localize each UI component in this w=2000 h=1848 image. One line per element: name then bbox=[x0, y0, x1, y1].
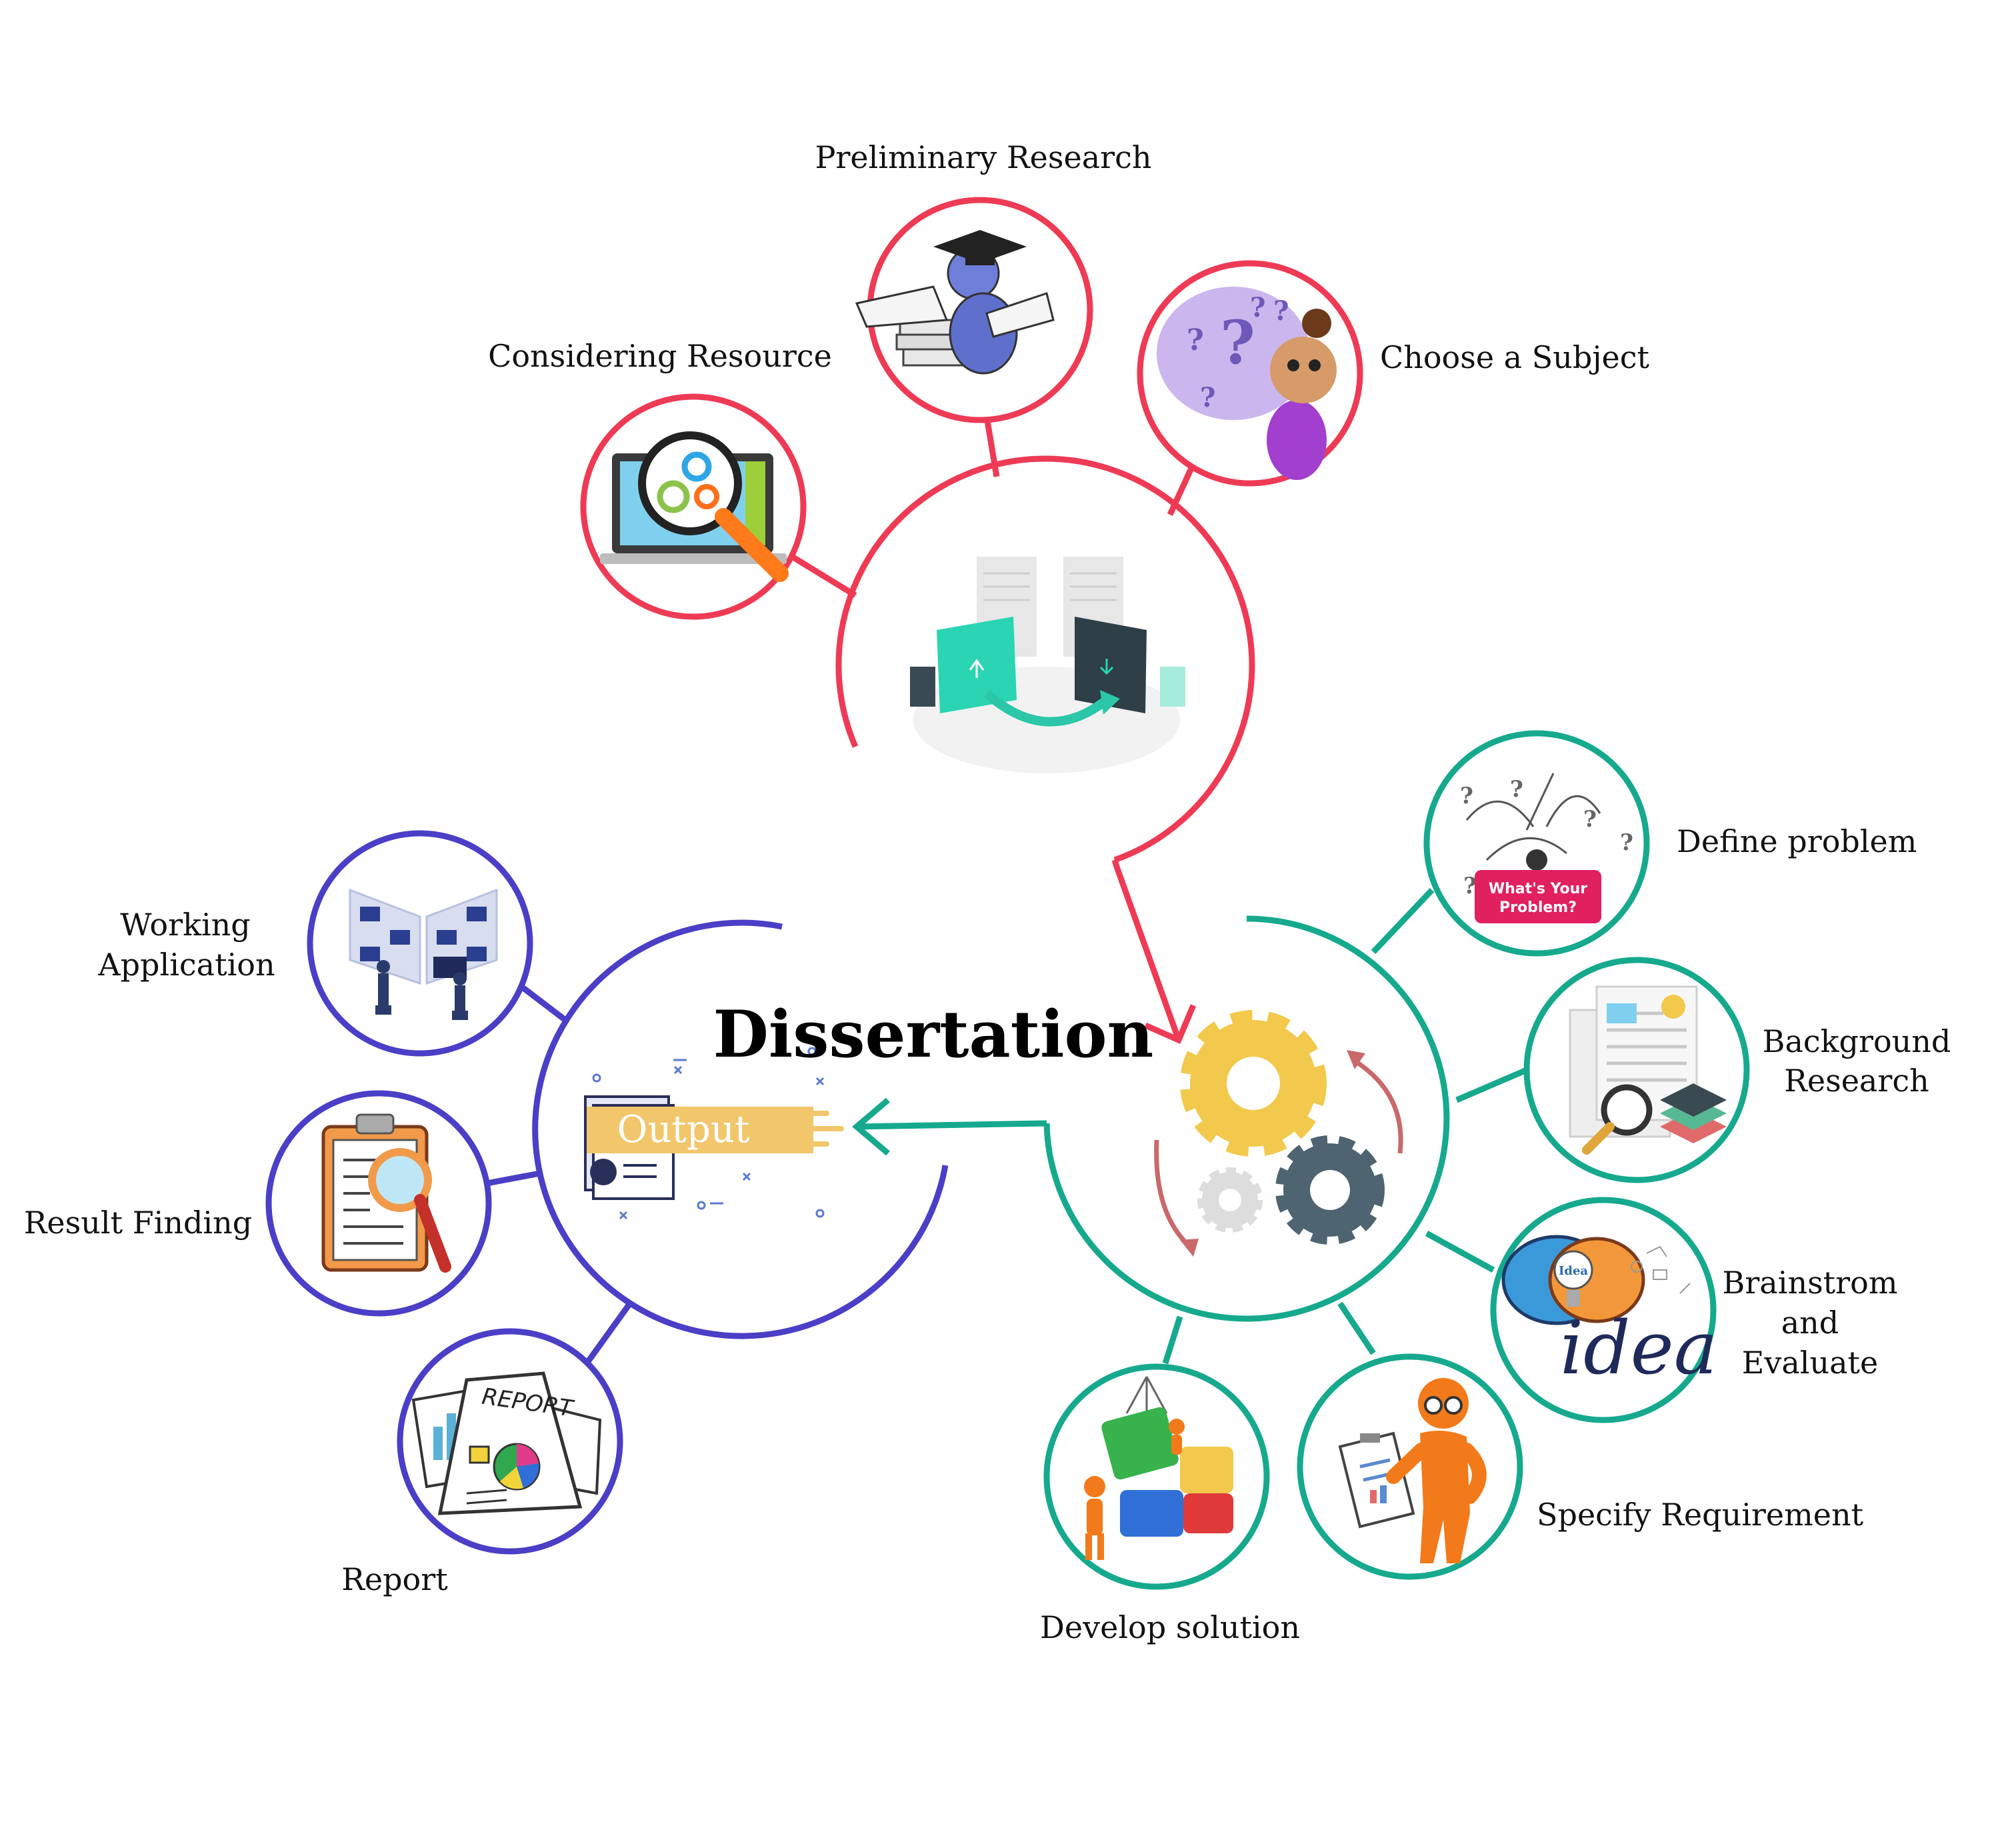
node-working-application: Working Application bbox=[97, 830, 533, 1057]
documents-magnifier-icon bbox=[1569, 985, 1727, 1155]
connector-brainstorm bbox=[1425, 1231, 1495, 1273]
node-considering-resource: Considering Resource bbox=[488, 338, 832, 620]
node-result-finding: Result Finding bbox=[24, 1090, 492, 1317]
research-hub-ring bbox=[835, 455, 1255, 863]
svg-text:?: ? bbox=[1463, 873, 1477, 899]
label-background-research-line2: Research bbox=[1784, 1063, 1929, 1099]
svg-text:?: ? bbox=[1620, 829, 1633, 856]
label-report: Report bbox=[341, 1561, 448, 1597]
svg-text:?: ? bbox=[1220, 307, 1255, 378]
label-background-research-line1: Background bbox=[1763, 1023, 1951, 1059]
svg-text:?: ? bbox=[1583, 806, 1597, 833]
output-hub: Output bbox=[486, 919, 949, 1367]
node-develop-solution: Develop solution bbox=[1040, 1363, 1300, 1645]
process-to-output-arrowhead bbox=[852, 1097, 890, 1156]
svg-text:?: ? bbox=[1510, 776, 1523, 803]
connector-background-research bbox=[1455, 1067, 1528, 1103]
connector-define-problem bbox=[1371, 887, 1435, 955]
label-preliminary-research: Preliminary Research bbox=[815, 139, 1151, 175]
output-badge-label: Output bbox=[617, 1108, 750, 1151]
svg-text:?: ? bbox=[1200, 382, 1215, 413]
label-develop-solution: Develop solution bbox=[1040, 1609, 1300, 1645]
script-idea: idea bbox=[1560, 1305, 1717, 1391]
output-hub-ring bbox=[532, 919, 949, 1339]
question-arrows-icon: ?? ?? ? What's Your Problem? bbox=[1460, 773, 1633, 923]
connector-result-finding bbox=[486, 1170, 541, 1187]
badge-idea: Idea bbox=[1559, 1264, 1588, 1278]
node-specify-requirement: Specify Requirement bbox=[1297, 1353, 1864, 1580]
connector-report bbox=[583, 1301, 633, 1367]
person-clipboard-icon bbox=[1338, 1378, 1487, 1563]
brain-lightbulb-icon: Idea idea bbox=[1501, 1235, 1717, 1391]
label-working-application-line1: Working bbox=[120, 907, 251, 943]
label-choose-subject: Choose a Subject bbox=[1380, 339, 1650, 375]
label-brainstorm-line2: and bbox=[1781, 1305, 1839, 1341]
people-screens-icon bbox=[349, 888, 498, 1020]
gears-icon bbox=[1154, 1010, 1403, 1257]
connector-develop-solution bbox=[1162, 1315, 1183, 1365]
puzzle-pieces-icon bbox=[1084, 1376, 1233, 1560]
svg-text:?: ? bbox=[1273, 295, 1289, 327]
label-considering-resource: Considering Resource bbox=[488, 338, 832, 374]
label-result-finding: Result Finding bbox=[24, 1205, 252, 1241]
label-brainstorm-line1: Brainstrom bbox=[1723, 1265, 1898, 1301]
folder-transfer-icon bbox=[910, 557, 1185, 773]
research-to-process-arrow bbox=[1111, 859, 1182, 1041]
node-background-research: Background Research bbox=[1523, 957, 1951, 1183]
label-working-application-line2: Application bbox=[97, 947, 275, 983]
node-choose-subject: ? ? ? ? ? Choose a Subject bbox=[1137, 260, 1650, 487]
clipboard-magnifier-icon bbox=[321, 1113, 451, 1273]
svg-text:?: ? bbox=[1187, 323, 1204, 357]
label-brainstorm-line3: Evaluate bbox=[1742, 1345, 1878, 1381]
node-report: REPORT Report bbox=[341, 1328, 623, 1597]
report-papers-icon: REPORT bbox=[411, 1371, 602, 1515]
label-define-problem: Define problem bbox=[1677, 823, 1917, 859]
page-title: Dissertation bbox=[713, 997, 1154, 1072]
girl-question-marks-icon: ? ? ? ? ? bbox=[1157, 287, 1337, 480]
connector-working-application bbox=[521, 985, 567, 1023]
svg-text:?: ? bbox=[1460, 783, 1473, 809]
laptop-magnifier-gears-icon bbox=[600, 431, 789, 582]
node-define-problem: ?? ?? ? What's Your Problem? Define prob… bbox=[1423, 730, 1917, 957]
label-specify-requirement: Specify Requirement bbox=[1537, 1497, 1864, 1533]
output-document-icon: Output bbox=[584, 1047, 844, 1220]
process-hub bbox=[852, 887, 1528, 1365]
research-hub bbox=[785, 416, 1255, 1044]
node-brainstorm: Idea idea Brainstrom and Evaluate bbox=[1490, 1197, 1898, 1423]
process-to-output-arrow bbox=[856, 1120, 1047, 1130]
node-preliminary-research: Preliminary Research bbox=[815, 139, 1152, 423]
badge-whats-your: What's Your bbox=[1489, 881, 1587, 897]
process-hub-ring bbox=[1043, 915, 1450, 1322]
svg-text:?: ? bbox=[1250, 292, 1265, 323]
badge-problem: Problem? bbox=[1499, 899, 1577, 916]
research-to-process-arrowhead bbox=[1144, 1004, 1197, 1044]
connector-specify-requirement bbox=[1337, 1301, 1376, 1355]
connector-considering-resource bbox=[785, 551, 857, 598]
graduate-reading-books-icon bbox=[855, 230, 1055, 375]
